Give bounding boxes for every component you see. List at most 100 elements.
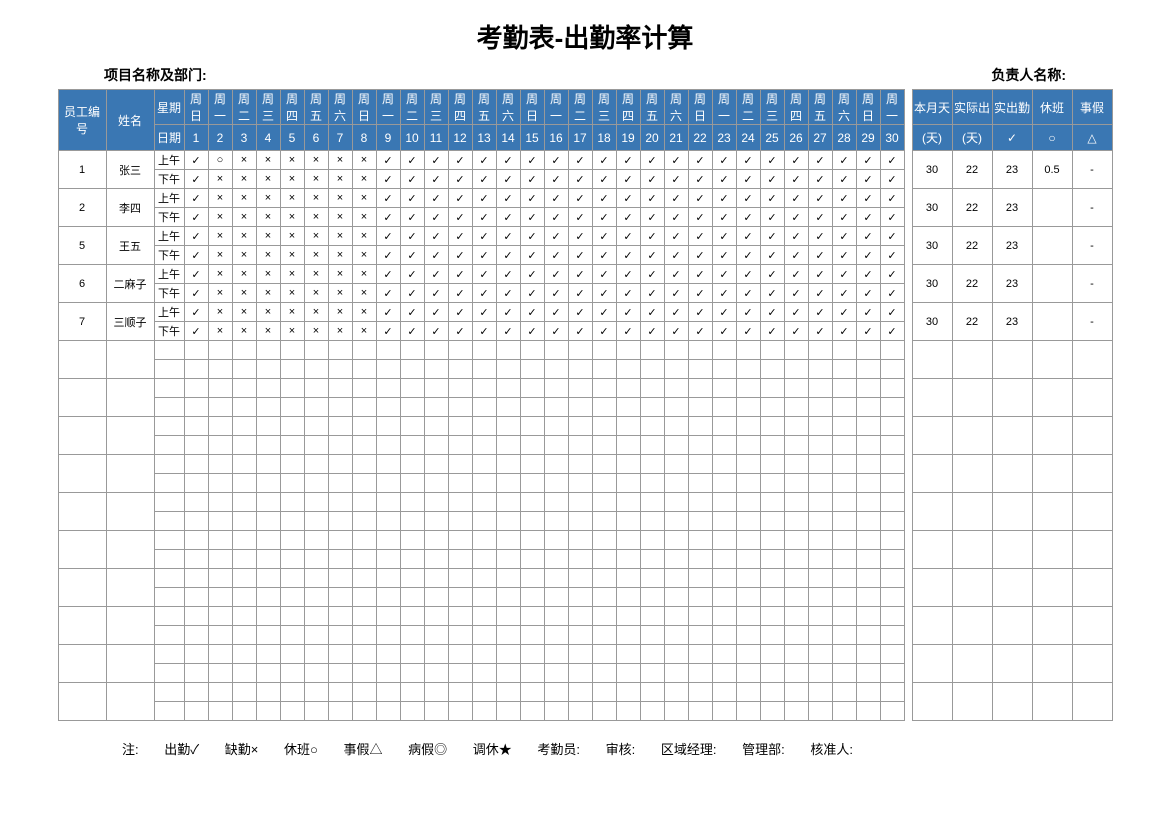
cell-empty bbox=[736, 645, 760, 664]
cell-empty bbox=[208, 702, 232, 721]
cell-empty bbox=[184, 626, 208, 645]
cell-empty bbox=[760, 569, 784, 588]
cell-empty bbox=[232, 588, 256, 607]
cell-mark: × bbox=[328, 246, 352, 265]
cell-empty bbox=[496, 550, 520, 569]
cell-empty bbox=[736, 512, 760, 531]
cell-empty bbox=[592, 683, 616, 702]
cell-empty bbox=[808, 645, 832, 664]
cell-emp-id: 7 bbox=[58, 303, 106, 341]
cell-mark: ✓ bbox=[472, 151, 496, 170]
cell-empty bbox=[832, 512, 856, 531]
cell-empty bbox=[58, 569, 106, 607]
cell-empty bbox=[328, 550, 352, 569]
cell-mark: ✓ bbox=[664, 265, 688, 284]
cell-mark: × bbox=[304, 151, 328, 170]
cell-empty bbox=[688, 512, 712, 531]
cell-empty bbox=[154, 341, 184, 360]
cell-empty bbox=[880, 702, 904, 721]
cell-empty bbox=[472, 702, 496, 721]
cell-empty bbox=[808, 550, 832, 569]
cell-empty bbox=[856, 512, 880, 531]
cell-empty bbox=[304, 493, 328, 512]
cell-empty bbox=[712, 341, 736, 360]
cell-empty bbox=[912, 531, 952, 569]
cell-empty bbox=[208, 588, 232, 607]
footer-personal: 事假△ bbox=[343, 742, 382, 757]
hdr-weekday: 周一 bbox=[208, 90, 232, 125]
cell-empty bbox=[808, 569, 832, 588]
cell-empty bbox=[544, 683, 568, 702]
cell-empty bbox=[568, 607, 592, 626]
cell-empty bbox=[616, 360, 640, 379]
cell-empty bbox=[304, 360, 328, 379]
hdr-weekday: 周三 bbox=[424, 90, 448, 125]
cell-empty bbox=[688, 398, 712, 417]
cell-empty bbox=[154, 360, 184, 379]
cell-mark: ✓ bbox=[712, 303, 736, 322]
footer-sick: 病假◎ bbox=[408, 742, 447, 757]
cell-empty bbox=[400, 588, 424, 607]
cell-mark: ✓ bbox=[616, 303, 640, 322]
cell-empty bbox=[784, 436, 808, 455]
cell-empty bbox=[256, 474, 280, 493]
cell-mark: ✓ bbox=[808, 265, 832, 284]
cell-mark: × bbox=[328, 227, 352, 246]
cell-mark: × bbox=[256, 208, 280, 227]
cell-empty bbox=[544, 531, 568, 550]
cell-mark: × bbox=[280, 170, 304, 189]
cell-empty bbox=[448, 417, 472, 436]
cell-mark: ✓ bbox=[400, 189, 424, 208]
cell-empty bbox=[58, 683, 106, 721]
cell-empty bbox=[760, 436, 784, 455]
cell-empty bbox=[880, 436, 904, 455]
cell-empty bbox=[448, 626, 472, 645]
cell-empty bbox=[736, 569, 760, 588]
cell-empty bbox=[256, 550, 280, 569]
cell-mark: ✓ bbox=[400, 303, 424, 322]
cell-mark: ✓ bbox=[688, 189, 712, 208]
cell-empty bbox=[592, 569, 616, 588]
cell-empty bbox=[520, 683, 544, 702]
cell-empty bbox=[592, 455, 616, 474]
cell-empty bbox=[688, 455, 712, 474]
cell-mark: ✓ bbox=[856, 151, 880, 170]
hdr-unit-day1: (天) bbox=[912, 125, 952, 151]
cell-mark: ✓ bbox=[856, 303, 880, 322]
cell-empty bbox=[640, 360, 664, 379]
cell-empty bbox=[448, 436, 472, 455]
cell-empty bbox=[784, 493, 808, 512]
cell-mark: ✓ bbox=[568, 208, 592, 227]
cell-mark: ✓ bbox=[400, 284, 424, 303]
hdr-date: 21 bbox=[664, 125, 688, 151]
cell-mark: × bbox=[208, 227, 232, 246]
hdr-sym-circle: ○ bbox=[1032, 125, 1072, 151]
cell-summary: 30 bbox=[912, 227, 952, 265]
cell-empty bbox=[544, 455, 568, 474]
cell-empty bbox=[760, 398, 784, 417]
cell-empty bbox=[832, 341, 856, 360]
cell-mark: × bbox=[256, 189, 280, 208]
cell-empty bbox=[616, 531, 640, 550]
cell-empty bbox=[784, 626, 808, 645]
cell-empty bbox=[472, 417, 496, 436]
cell-empty bbox=[400, 379, 424, 398]
cell-empty bbox=[592, 626, 616, 645]
cell-empty bbox=[640, 626, 664, 645]
cell-empty bbox=[856, 474, 880, 493]
cell-empty bbox=[760, 645, 784, 664]
cell-empty bbox=[832, 455, 856, 474]
cell-empty bbox=[808, 436, 832, 455]
cell-mark: ✓ bbox=[856, 189, 880, 208]
cell-empty bbox=[568, 379, 592, 398]
cell-empty bbox=[232, 531, 256, 550]
cell-empty bbox=[328, 455, 352, 474]
cell-empty bbox=[952, 493, 992, 531]
cell-empty bbox=[256, 341, 280, 360]
cell-summary: 22 bbox=[952, 151, 992, 189]
cell-mark: ✓ bbox=[640, 303, 664, 322]
cell-empty bbox=[520, 588, 544, 607]
cell-mark: ✓ bbox=[568, 322, 592, 341]
cell-empty bbox=[280, 493, 304, 512]
cell-empty bbox=[832, 645, 856, 664]
